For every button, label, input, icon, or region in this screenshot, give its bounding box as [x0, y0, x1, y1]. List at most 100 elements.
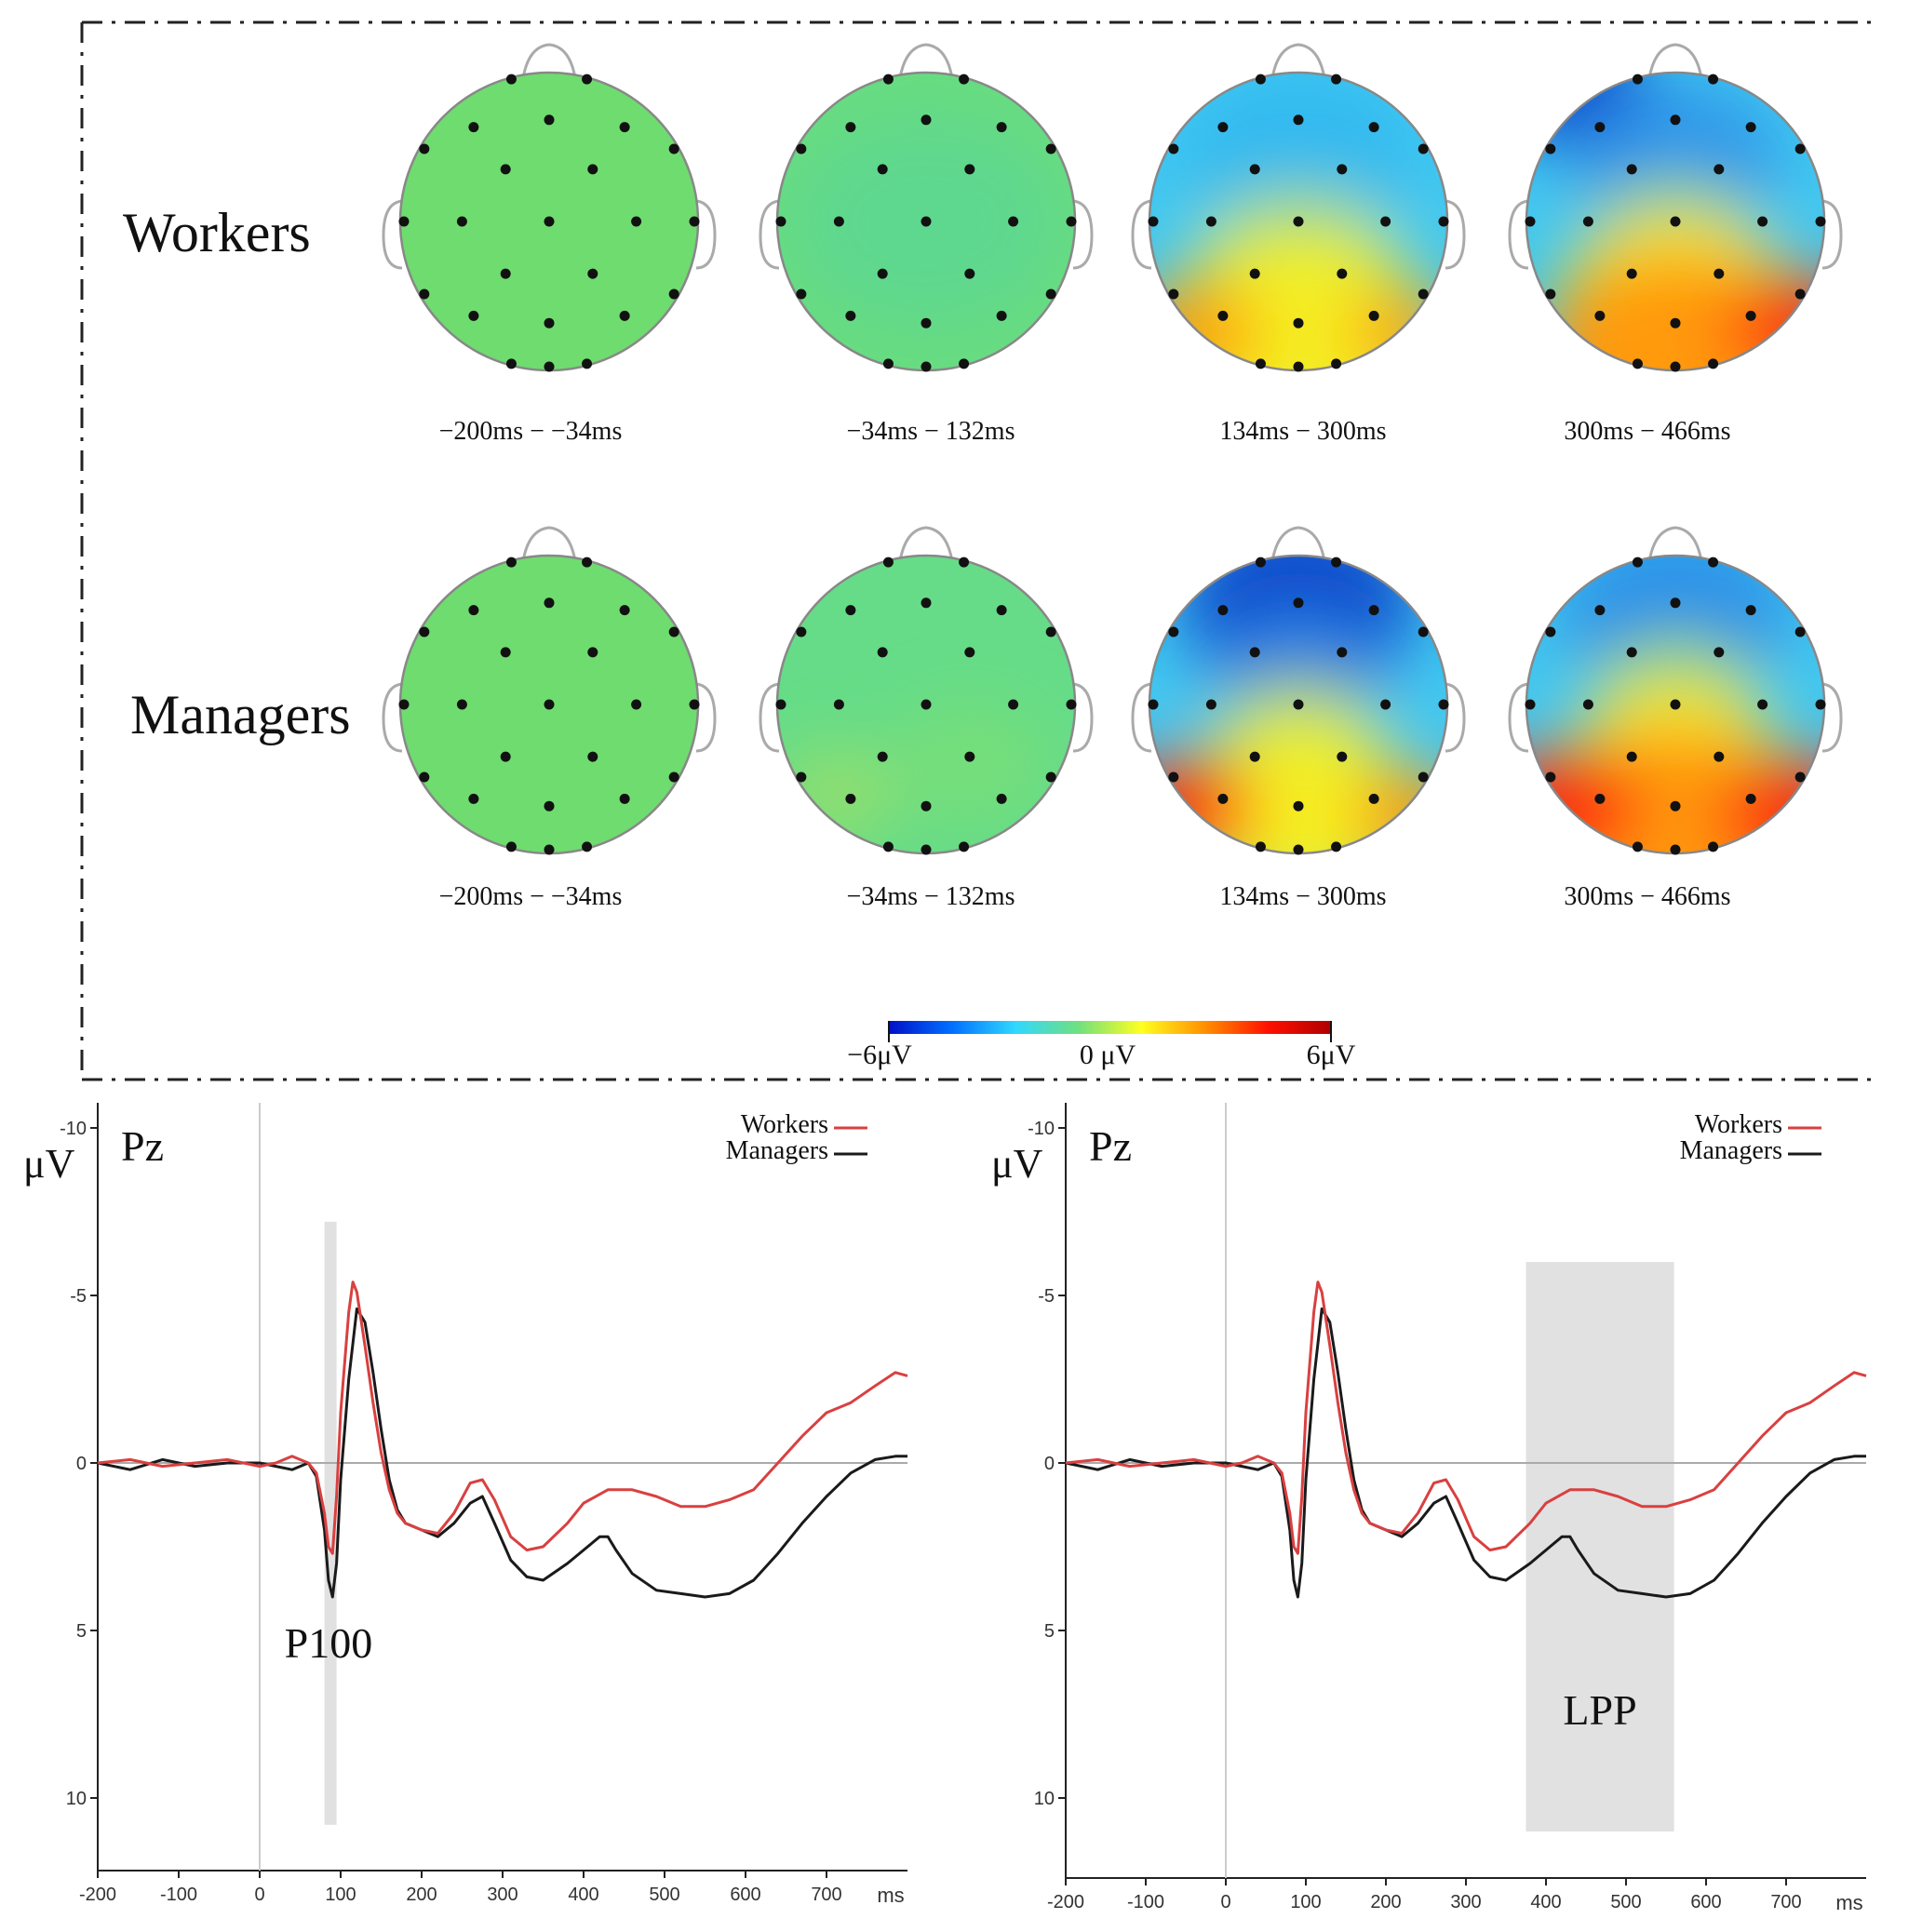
legend-label-workers: Workers — [1695, 1110, 1782, 1139]
electrode-dot — [505, 74, 517, 85]
y-tick-label: -5 — [1038, 1286, 1055, 1307]
electrode-dot — [1708, 74, 1719, 85]
electrode-dot — [1249, 751, 1260, 762]
head-ear-right — [1445, 682, 1466, 753]
electrode-dot — [544, 800, 555, 812]
topomap-head — [759, 43, 1094, 372]
head-ear-left — [1508, 199, 1529, 270]
electrode-dot — [1815, 216, 1826, 227]
electrode-dot — [1545, 288, 1556, 300]
scalp-potential-blob — [1526, 749, 1642, 853]
electrode-dot — [1217, 605, 1229, 616]
electrode-dot — [582, 841, 593, 852]
electrode-dot — [544, 699, 555, 710]
colorbar-max-label: 6μV — [1307, 1040, 1356, 1070]
electrode-dot — [398, 699, 410, 710]
electrode-dot — [468, 793, 479, 804]
electrode-dot — [1745, 793, 1756, 804]
x-tick-label: 500 — [649, 1885, 679, 1905]
electrode-dot — [619, 310, 630, 321]
electrode-dot — [1545, 626, 1556, 637]
electrode-dot — [1418, 626, 1429, 637]
head-ear-left — [759, 199, 780, 270]
electrode-dot — [398, 216, 410, 227]
x-tick-label: 0 — [254, 1885, 264, 1905]
electrode-dot — [1626, 751, 1637, 762]
electrode-dot — [1670, 800, 1681, 812]
electrode-dot — [1293, 216, 1304, 227]
electrode-dot — [1525, 699, 1536, 710]
electrode-dot — [587, 164, 598, 175]
electrode-dot — [1217, 122, 1229, 133]
electrode-dot — [1708, 841, 1719, 852]
electrode-dot — [775, 699, 786, 710]
head-nose — [1270, 526, 1326, 562]
electrode-dot — [1632, 358, 1643, 369]
electrode-dot — [668, 771, 679, 783]
electrode-dot — [582, 74, 593, 85]
head-ear-right — [1445, 199, 1466, 270]
electrode-dot — [845, 605, 856, 616]
electrode-dot — [1632, 841, 1643, 852]
electrode-dot — [1545, 771, 1556, 783]
electrode-dot — [996, 122, 1007, 133]
head-ear-left — [382, 682, 403, 753]
electrode-dot — [1205, 216, 1216, 227]
electrode-dot — [544, 114, 555, 126]
electrode-dot — [456, 216, 467, 227]
interval-label: −200ms − −34ms — [439, 882, 623, 911]
electrode-dot — [631, 699, 642, 710]
electrode-dot — [1626, 647, 1637, 658]
electrode-dot — [845, 122, 856, 133]
scalp-potential-blob — [893, 704, 1049, 824]
colorbar-gradient — [889, 1021, 1331, 1034]
electrode-dot — [1368, 793, 1379, 804]
electrode-dot — [1331, 557, 1342, 568]
electrode-dot — [964, 268, 975, 279]
electrode-dot — [1670, 317, 1681, 329]
interval-label: −34ms − 132ms — [847, 882, 1015, 911]
row-label-managers: Managers — [130, 684, 351, 745]
electrode-dot — [877, 164, 888, 175]
electrode-dot — [1217, 793, 1229, 804]
electrode-dot — [1380, 216, 1391, 227]
electrode-dot — [544, 216, 555, 227]
electrode-dot — [1337, 647, 1348, 658]
head-nose — [1647, 526, 1703, 562]
electrode-dot — [1008, 699, 1019, 710]
electrode-dot — [1008, 216, 1019, 227]
colorbar: −6μV 0 μV 6μV — [847, 1021, 1356, 1070]
electrode-dot — [544, 317, 555, 329]
topomap-head — [382, 43, 717, 372]
electrode-dot — [619, 605, 630, 616]
electrode-dot — [1217, 310, 1229, 321]
electrode-dot — [1293, 317, 1304, 329]
electrode-dot — [619, 122, 630, 133]
electrode-dot — [456, 699, 467, 710]
electrode-dot — [921, 699, 932, 710]
electrode-dot — [1794, 143, 1806, 154]
colorbar-mid-label: 0 μV — [1080, 1040, 1136, 1070]
electrode-dot — [1670, 699, 1681, 710]
electrode-dot — [1438, 699, 1449, 710]
electrode-dot — [833, 699, 844, 710]
head-ear-left — [1508, 682, 1529, 753]
electrode-dot — [845, 793, 856, 804]
legend-label-workers: Workers — [741, 1110, 828, 1139]
electrode-dot — [877, 268, 888, 279]
electrode-dot — [500, 647, 511, 658]
electrode-dot — [959, 557, 970, 568]
electrode-dot — [1331, 841, 1342, 852]
electrode-dot — [1249, 268, 1260, 279]
channel-label: Pz — [1089, 1122, 1132, 1170]
x-tick-label: 400 — [1530, 1892, 1561, 1912]
electrode-dot — [1418, 288, 1429, 300]
electrode-dot — [468, 310, 479, 321]
electrode-dot — [796, 626, 807, 637]
electrode-dot — [921, 361, 932, 372]
electrode-dot — [1594, 122, 1606, 133]
head-ear-left — [1131, 199, 1152, 270]
y-tick-label: -10 — [60, 1119, 87, 1139]
topomap-head — [1508, 43, 1843, 372]
